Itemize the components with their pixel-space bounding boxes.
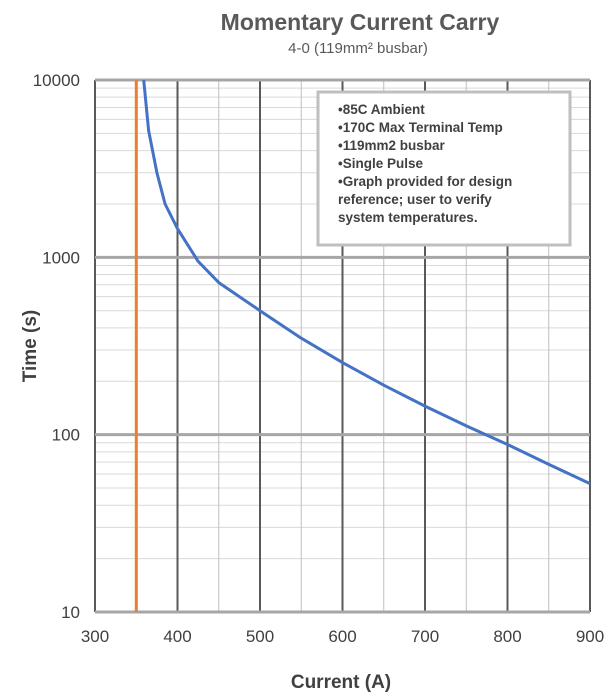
annotation-line: •Single Pulse <box>338 156 423 171</box>
series-layer <box>134 79 591 612</box>
x-tick-label: 900 <box>576 627 604 646</box>
y-axis-label: Time (s) <box>20 310 41 383</box>
x-tick-label: 300 <box>81 627 109 646</box>
x-tick-labels: 300 400 500 600 700 800 900 <box>81 627 604 646</box>
annotation-box: •85C Ambient •170C Max Terminal Temp •119m… <box>316 90 572 247</box>
x-axis-label: Current (A) <box>291 672 391 693</box>
annotation-line: system temperatures. <box>338 210 478 225</box>
annotation-frame <box>316 90 572 247</box>
x-tick-label: 700 <box>411 627 439 646</box>
series-line-1 <box>142 79 591 485</box>
y-tick-label: 10000 <box>33 71 80 90</box>
y-tick-label: 100 <box>52 426 80 445</box>
y-tick-label: 1000 <box>42 248 80 267</box>
annotation-line: •85C Ambient <box>338 102 425 117</box>
x-tick-label: 400 <box>163 627 191 646</box>
x-tick-label: 800 <box>493 627 521 646</box>
chart-subtitle: 4-0 (119mm² busbar) <box>288 40 428 57</box>
annotation-line: •Graph provided for design <box>338 174 512 189</box>
chart-title: Momentary Current Carry <box>221 9 500 35</box>
annotation-line: •170C Max Terminal Temp <box>338 120 503 135</box>
x-tick-label: 600 <box>328 627 356 646</box>
annotation-line: reference; user to verify <box>338 192 492 207</box>
x-tick-label: 500 <box>246 627 274 646</box>
annotation-line: •119mm2 busbar <box>338 138 446 153</box>
y-tick-labels: 10 100 1000 10000 <box>33 71 80 622</box>
y-tick-label: 10 <box>61 603 80 622</box>
major-gridlines <box>94 78 591 614</box>
